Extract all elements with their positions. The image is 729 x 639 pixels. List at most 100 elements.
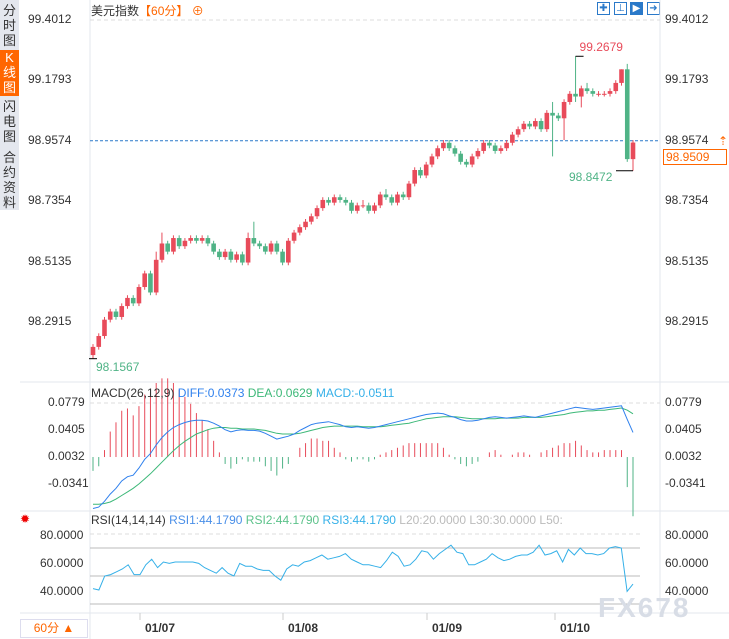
macd-axis-label-right: 0.0405	[665, 422, 702, 437]
candle-body	[159, 243, 165, 260]
candle-body	[113, 311, 119, 317]
y-axis-label-right: 98.2915	[665, 314, 709, 328]
candle-body	[418, 170, 423, 176]
candle-body	[550, 112, 555, 116]
candle-body	[165, 243, 170, 252]
candle-body	[303, 221, 308, 228]
tab-contract-info[interactable]: 合 约 资 料	[2, 150, 16, 210]
candle-body	[136, 287, 142, 304]
candle-body	[406, 183, 412, 198]
candle-body	[188, 238, 193, 241]
candle-body	[228, 251, 234, 260]
candle-body	[429, 156, 435, 165]
candle-body	[521, 123, 527, 130]
candle-body	[400, 194, 406, 198]
rsi-axis-label-left: 80.0000	[40, 528, 84, 542]
candle-body	[538, 121, 544, 130]
candle-body	[102, 319, 107, 337]
candle-body	[280, 251, 285, 263]
candle-body	[619, 69, 624, 83]
rsi-axis-label-right: 80.0000	[665, 528, 709, 542]
candle-body	[584, 88, 590, 92]
y-axis-label-right: 98.5135	[665, 253, 709, 268]
draw-icon[interactable]: ▶	[630, 2, 643, 15]
rsi-axis-label-right: 40.0000	[665, 584, 709, 598]
candle-body	[515, 129, 521, 135]
candle-body	[533, 121, 538, 127]
candle-body	[452, 148, 458, 154]
candle-body	[567, 93, 573, 102]
candle-body	[475, 150, 481, 157]
rsi2-value: RSI2:44.1790	[245, 513, 320, 527]
crosshair-icon[interactable]: ✚	[597, 2, 610, 15]
macd-title: MACD(26,12,9)	[91, 386, 175, 400]
instrument-name: 美元指数	[91, 4, 140, 18]
candle-body	[573, 93, 578, 97]
macd-axis-label-right: 0.0032	[665, 449, 702, 464]
settings-sun-icon[interactable]: ✹	[20, 512, 31, 526]
candle-body	[205, 238, 211, 244]
candle-body	[148, 273, 153, 293]
y-axis-label-right: 99.4012	[665, 12, 709, 26]
rsi3-value: RSI3:44.1790	[322, 513, 396, 527]
range-icon[interactable]: ⊥	[614, 2, 627, 15]
tab-timeshare[interactable]: 分 时 图	[2, 3, 16, 48]
x-axis-label: 01/07	[145, 621, 176, 635]
tab-kline[interactable]: K 线 图	[0, 50, 19, 96]
rsi-axis-label-left: 40.0000	[40, 584, 84, 598]
candle-body	[251, 238, 257, 244]
macd-axis-label-left: -0.0341	[48, 476, 89, 490]
candle-body	[331, 197, 337, 203]
candle-body	[142, 273, 148, 288]
candle-body	[176, 238, 182, 247]
candle-body	[458, 153, 463, 162]
macd-axis-label-left: 0.0405	[48, 422, 85, 437]
candle-body	[90, 346, 96, 356]
tab-flash[interactable]: 闪 电 图	[2, 99, 16, 144]
candle-body	[171, 238, 176, 252]
macd-axis-label-left: 0.0032	[48, 449, 85, 464]
candle-body	[96, 336, 102, 347]
candle-body	[343, 199, 349, 203]
candle-body	[257, 243, 262, 247]
macd-value: MACD:-0.0511	[315, 386, 395, 400]
candle-body	[119, 306, 125, 317]
candle-body	[354, 205, 360, 211]
period-label[interactable]: 【60分】	[139, 4, 189, 18]
rsi-title: RSI(14,14,14)	[91, 513, 166, 527]
candle-body	[389, 197, 395, 203]
candle-body	[498, 148, 504, 151]
candle-body	[590, 91, 596, 94]
rsi1-value: RSI1:44.1790	[169, 513, 243, 527]
chart-title: 美元指数【60分】 ⊕	[91, 2, 204, 19]
macd-axis-label-right: 0.0779	[665, 395, 702, 409]
low-price-label: 98.8472	[569, 169, 613, 184]
macd-axis-label-right: -0.0341	[665, 476, 706, 490]
candle-body	[130, 297, 136, 304]
candle-body	[234, 254, 239, 260]
price-arrow-icon: ⇡	[718, 134, 729, 148]
candle-body	[527, 123, 532, 127]
macd-axis-label-left: 0.0779	[48, 395, 85, 409]
y-axis-label-left: 99.1793	[28, 72, 72, 87]
candle-body	[469, 156, 475, 165]
circle-plus-icon[interactable]: ⊕	[191, 4, 204, 18]
candle-body	[504, 142, 509, 149]
candle-body	[337, 197, 343, 200]
period-selector[interactable]: 60分 ▲	[20, 619, 88, 638]
rsi-line	[92, 544, 634, 593]
l30-value: L30:30.0000	[469, 513, 537, 527]
candle-body	[326, 199, 331, 203]
candle-body	[423, 164, 429, 176]
candle-body	[607, 91, 613, 94]
diff-line	[92, 405, 634, 509]
y-axis-label-right: 99.1793	[665, 72, 709, 87]
candle-body	[435, 148, 440, 157]
candle-body	[314, 208, 320, 217]
candle-body	[372, 205, 377, 211]
candle-body	[308, 216, 314, 222]
candle-body	[217, 251, 222, 258]
rsi-axis-label-right: 60.0000	[665, 556, 709, 570]
dea-line	[93, 407, 634, 505]
